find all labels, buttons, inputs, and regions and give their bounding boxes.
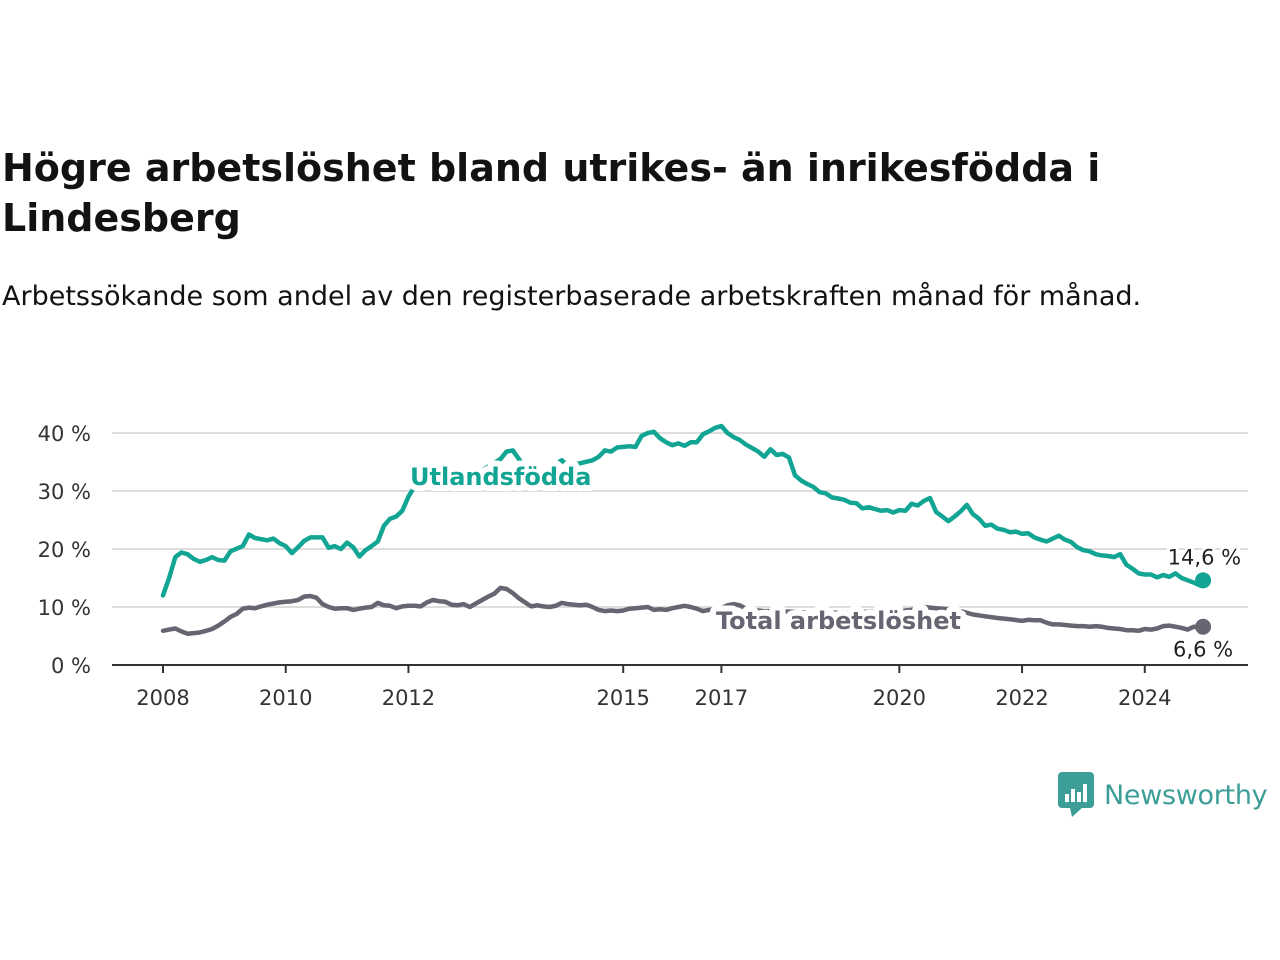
series-name-label: Utlandsfödda (410, 463, 591, 491)
series-end-value-label: 6,6 % (1173, 638, 1233, 662)
x-axis-ticks: 2008 2010 2012 2015 2017 2020 2022 2024 (112, 664, 1248, 710)
y-tick-label: 40 % (38, 422, 91, 446)
logo-text: Newsworthy (1104, 779, 1268, 811)
x-tick-label: 2012 (382, 686, 435, 710)
x-tick-label: 2024 (1118, 686, 1171, 710)
series-end-value-label: 14,6 % (1168, 545, 1241, 569)
series-line (160, 423, 1206, 598)
y-tick-label: 30 % (38, 480, 91, 504)
series-line (160, 585, 1206, 636)
newsworthy-logo-icon (1058, 772, 1094, 817)
x-tick-label: 2010 (259, 686, 312, 710)
series-end-marker (1195, 618, 1212, 635)
x-tick-label: 2017 (695, 686, 748, 710)
x-tick-label: 2020 (873, 686, 926, 710)
line-chart: 0 % 10 % 20 % 30 % 40 % 2008 2010 2012 2015 2017… (38, 422, 1248, 710)
y-tick-label: 0 % (51, 654, 91, 678)
series-lines (160, 423, 1212, 636)
newsworthy-logo: Newsworthy (1058, 772, 1268, 818)
y-tick-label: 10 % (38, 596, 91, 620)
x-tick-label: 2022 (995, 686, 1048, 710)
series-end-marker (1195, 572, 1212, 589)
chart-title: Högre arbetslöshet bland utrikes- än inr… (2, 146, 1101, 240)
x-tick-label: 2008 (136, 686, 189, 710)
gridlines (112, 432, 1248, 608)
y-tick-label: 20 % (38, 538, 91, 562)
y-axis-ticks: 0 % 10 % 20 % 30 % 40 % (38, 422, 91, 678)
series-labels: Utlandsfödda Total arbetslöshet 14,6 % 6,6 … (404, 457, 1244, 665)
series-name-label: Total arbetslöshet (716, 607, 961, 635)
x-tick-label: 2015 (596, 686, 649, 710)
chart-subtitle: Arbetssökande som andel av den registerb… (2, 281, 1142, 312)
